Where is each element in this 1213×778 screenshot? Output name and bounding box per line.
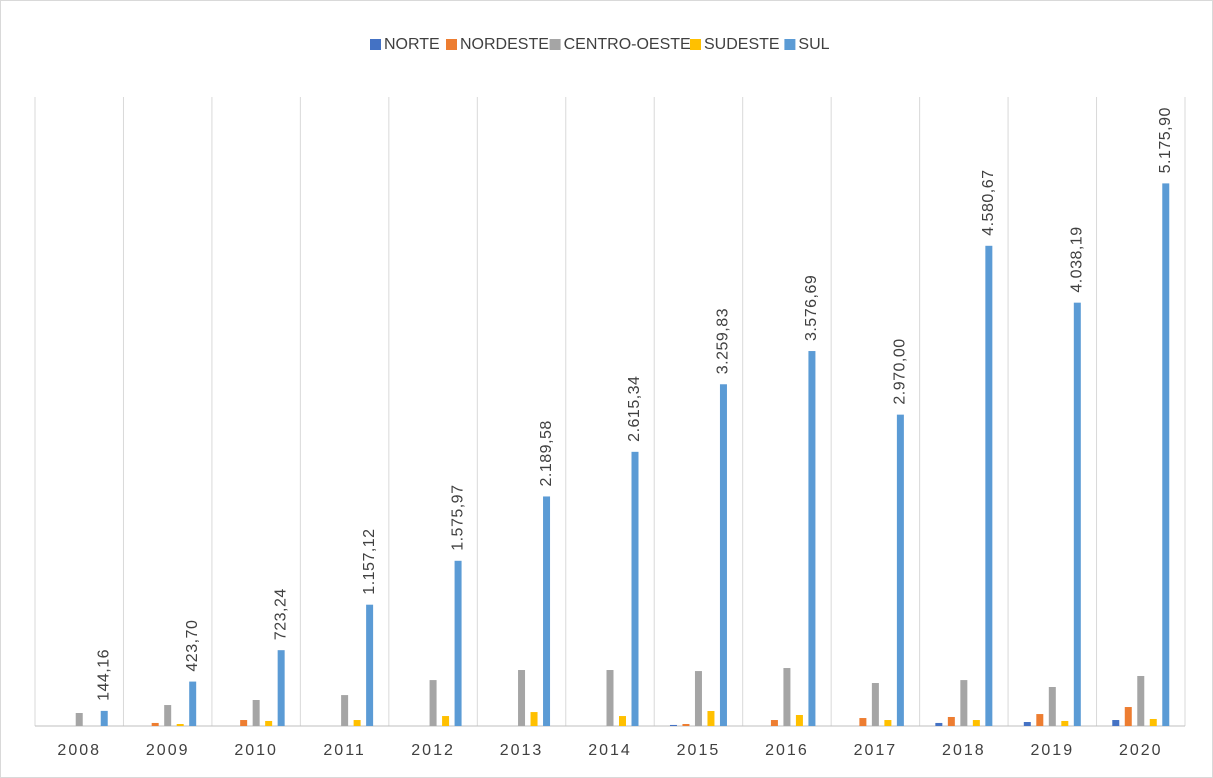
x-tick-label: 2019	[1031, 742, 1075, 759]
bar	[619, 716, 626, 726]
bar	[1073, 302, 1081, 726]
legend-label: NORTE	[384, 36, 440, 53]
bar	[770, 720, 778, 726]
bar	[75, 713, 83, 726]
bar	[265, 720, 273, 726]
bar	[341, 695, 349, 726]
bar	[871, 683, 879, 726]
bar	[719, 384, 727, 726]
value-label: 5.175,90	[1157, 107, 1174, 173]
x-tick-label: 2011	[323, 742, 365, 759]
bar	[366, 604, 374, 726]
legend-label: NORDESTE	[460, 36, 549, 53]
x-tick-label: 2008	[57, 742, 101, 759]
bar	[1061, 720, 1069, 726]
value-label: 2.189,58	[538, 420, 555, 486]
bar	[1023, 722, 1031, 726]
value-label: 1.157,12	[361, 528, 378, 594]
value-label: 4.038,19	[1069, 226, 1086, 292]
x-tick-label: 2018	[942, 742, 986, 759]
bar	[682, 724, 690, 726]
legend-label: SUL	[798, 36, 829, 53]
x-tick-label: 2009	[146, 742, 190, 759]
value-label: 3.259,83	[715, 308, 732, 374]
x-tick-label: 2013	[500, 742, 544, 759]
value-label: 2.970,00	[892, 338, 909, 404]
bar	[176, 724, 184, 726]
bar	[896, 414, 904, 726]
value-label: 423,70	[184, 620, 201, 672]
value-label: 2.615,34	[626, 376, 643, 442]
x-tick-label: 2015	[677, 742, 721, 759]
bar	[1048, 687, 1056, 726]
bar	[935, 722, 943, 726]
legend-label: SUDESTE	[704, 36, 780, 53]
bar	[707, 711, 715, 726]
bar	[669, 724, 677, 726]
bar	[277, 650, 285, 726]
x-tick-label: 2012	[411, 742, 455, 759]
bar	[530, 712, 538, 726]
legend-swatch	[784, 39, 796, 50]
bar	[151, 722, 159, 726]
bar	[518, 670, 526, 726]
bar	[884, 720, 892, 726]
legend-swatch	[370, 39, 381, 50]
value-label: 1.575,97	[449, 485, 466, 551]
bar	[100, 710, 108, 726]
bar	[1137, 675, 1145, 726]
bar	[694, 671, 702, 726]
bar	[442, 716, 450, 726]
bar	[631, 451, 639, 726]
bar	[353, 720, 361, 726]
legend-swatch	[446, 39, 457, 50]
x-tick-label: 2010	[234, 742, 278, 759]
bar	[252, 700, 260, 726]
bar	[985, 245, 993, 726]
bar	[1162, 183, 1170, 727]
bar	[543, 496, 551, 726]
bar	[859, 718, 867, 726]
x-tick-label: 2020	[1119, 742, 1163, 759]
bar	[1112, 720, 1120, 726]
bar	[947, 716, 955, 726]
x-tick-label: 2014	[588, 742, 632, 759]
x-tick-label: 2016	[765, 742, 809, 759]
value-label: 144,16	[95, 649, 112, 701]
bar	[606, 670, 614, 726]
bar	[1149, 718, 1157, 726]
value-label: 723,24	[272, 588, 289, 640]
bar	[454, 560, 462, 726]
bar	[429, 680, 437, 726]
x-tick-label: 2017	[854, 742, 898, 759]
bar	[783, 668, 791, 726]
legend-label: CENTRO-OESTE	[564, 36, 691, 53]
bar	[189, 681, 197, 726]
legend-swatch	[690, 39, 701, 50]
bar	[808, 351, 816, 726]
legend-swatch	[549, 39, 561, 50]
bar	[972, 720, 980, 726]
bar	[960, 680, 968, 726]
value-label: 4.580,67	[980, 170, 997, 236]
bar	[795, 714, 803, 726]
bar	[1124, 707, 1132, 726]
bar	[1036, 714, 1044, 726]
bar	[164, 705, 172, 726]
value-label: 3.576,69	[803, 275, 820, 341]
bar	[240, 720, 248, 726]
